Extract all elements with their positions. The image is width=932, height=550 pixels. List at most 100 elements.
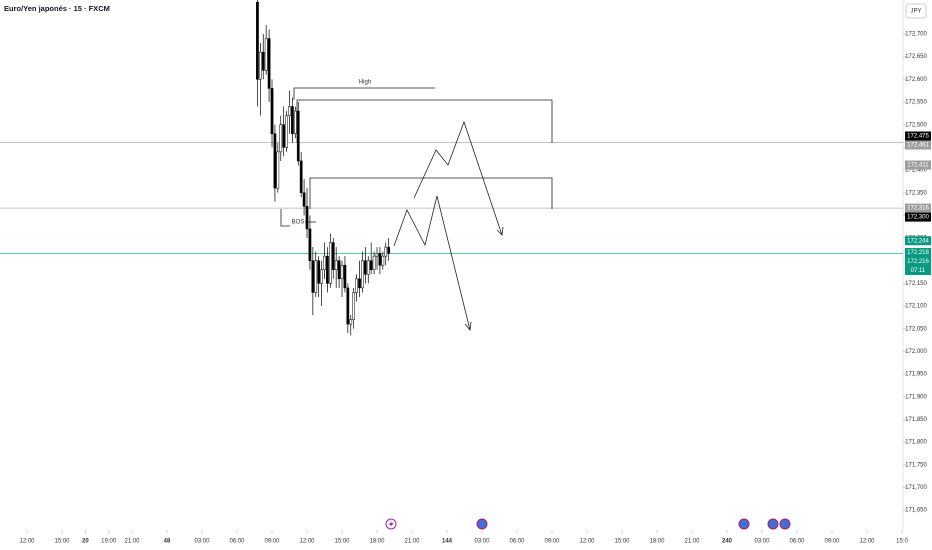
candle-body [317, 260, 321, 284]
event-icon [389, 520, 394, 528]
candle-body [334, 260, 338, 270]
x-tick-label: 03:00 [755, 539, 771, 545]
x-tick-label: 20 [82, 539, 89, 545]
y-tick-label: 171,950 [905, 372, 927, 378]
x-tick-label: 06:00 [790, 539, 806, 545]
candle-body [323, 255, 326, 270]
x-tick-label: 03:00 [195, 539, 211, 545]
x-tick-label: 21:00 [125, 539, 141, 545]
plot [0, 0, 903, 336]
price-label-box [905, 160, 931, 170]
y-tick-label: 172,100 [905, 304, 927, 310]
candle-body [369, 260, 373, 270]
candle-body [343, 264, 347, 289]
x-tick-label: 06:00 [230, 539, 246, 545]
drawings [280, 87, 553, 331]
price-label: 172,461 [907, 143, 929, 149]
candle-body [352, 292, 356, 320]
countdown: 07:11 [911, 268, 926, 274]
path-arrow [413, 120, 503, 236]
price-label: 172,244 [907, 238, 929, 244]
y-tick-label: 172,400 [905, 168, 927, 174]
candle-body [299, 160, 303, 193]
arrow-head [496, 226, 504, 236]
x-tick-label: 15:00 [615, 539, 631, 545]
candle-body [331, 242, 335, 270]
price-label-box [905, 248, 931, 258]
zone [296, 99, 553, 143]
bos-line [280, 209, 290, 227]
price-label: 172,316 [907, 206, 929, 212]
candle-body [337, 260, 341, 280]
candle-body [340, 264, 344, 280]
x-tick-label: 21:00 [685, 539, 701, 545]
candle-body [375, 253, 379, 257]
candle-body [366, 260, 370, 275]
x-tick-label: 12:00 [20, 539, 36, 545]
price-label: 172,216 [907, 259, 929, 265]
event-icon[interactable] [767, 518, 779, 530]
candle-body [288, 106, 291, 116]
candle-body [387, 246, 391, 254]
candle-body [358, 278, 361, 289]
candle-body [363, 260, 367, 275]
x-tick-label: 15:0 [896, 539, 908, 545]
x-tick-label: 09:00 [265, 539, 281, 545]
candle-body [372, 255, 376, 270]
y-tick-label: 172,150 [905, 281, 927, 287]
y-tick-label: 171,800 [905, 440, 927, 446]
y-tick-label: 172,550 [905, 100, 927, 106]
x-tick-label: 240 [722, 539, 733, 545]
candle-body [264, 38, 268, 71]
y-tick-label: 171,850 [905, 417, 927, 423]
x-tick-label: 15:00 [335, 539, 351, 545]
x-tick-label: 21:00 [405, 539, 421, 545]
y-tick-label: 171,900 [905, 394, 927, 400]
candle-body [384, 246, 388, 257]
event-icon[interactable] [476, 518, 488, 530]
x-tick-label: 12:00 [580, 539, 596, 545]
candle-body [381, 255, 385, 266]
y-tick-label: 171,750 [905, 462, 927, 468]
x-tick-label: 12:00 [300, 539, 316, 545]
candle-body [311, 260, 315, 293]
high-line [293, 87, 435, 100]
chart-title: Euro/Yen japonés · 15 · FXCM [4, 4, 110, 13]
x-tick-label: 19:00 [101, 539, 117, 545]
price-label: 172,218 [907, 250, 929, 256]
x-tick-label: 06:00 [510, 539, 526, 545]
candle-body [361, 260, 364, 289]
x-tick-label: 48 [164, 539, 171, 545]
candle-body [261, 51, 265, 71]
x-tick-label: 18:00 [650, 539, 666, 545]
price-label-box [905, 212, 931, 222]
currency-box[interactable] [905, 3, 927, 19]
x-tick-label: 09:00 [825, 539, 841, 545]
x-tick-label: 09:00 [545, 539, 561, 545]
annotation: High [359, 80, 371, 86]
candle-body [285, 115, 288, 148]
candle-body [270, 88, 274, 134]
price-label: 172,475 [907, 134, 929, 140]
currency: JPY [910, 9, 921, 15]
price-label: 172,300 [907, 215, 929, 221]
events [385, 518, 791, 530]
y-tick-label: 172,600 [905, 77, 927, 83]
candle-body [291, 106, 294, 134]
candle-body [302, 192, 306, 207]
candle-body [305, 206, 309, 230]
price-label-box [905, 203, 931, 213]
y-tick-label: 172,700 [905, 32, 927, 38]
candle-body [349, 319, 353, 325]
price-label-box [905, 140, 931, 150]
y-tick-label: 172,500 [905, 122, 927, 128]
candle-body [279, 124, 283, 153]
event-icon[interactable] [779, 518, 791, 530]
candle-body [314, 260, 318, 293]
candle-body [326, 255, 329, 284]
x-tick-label: 18:00 [370, 539, 386, 545]
candle-body [308, 228, 312, 261]
event-icon[interactable] [738, 518, 750, 530]
candle-body [296, 110, 300, 162]
